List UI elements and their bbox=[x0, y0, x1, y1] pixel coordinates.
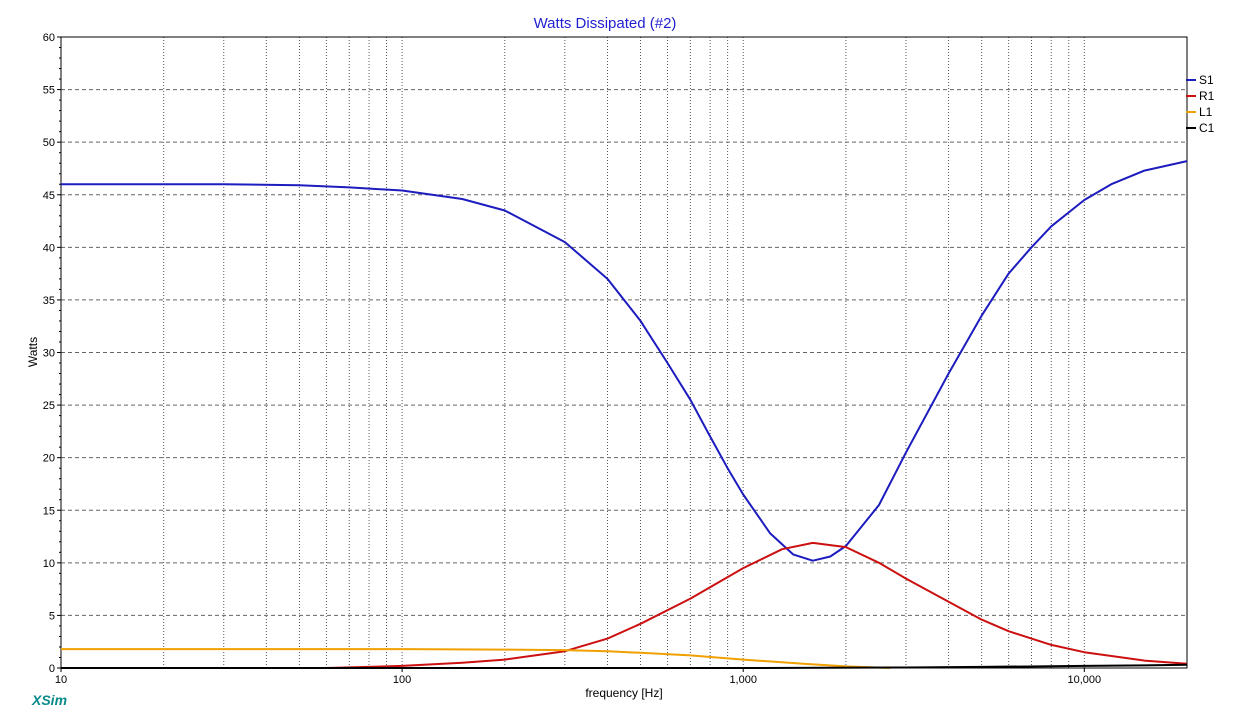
series-lines bbox=[61, 160, 1188, 669]
y-tick-label: 5 bbox=[49, 610, 55, 622]
series-line-r1 bbox=[326, 541, 1188, 669]
y-tick-label: 50 bbox=[43, 137, 55, 149]
y-tick-label: 55 bbox=[43, 85, 55, 97]
x-axis-label: frequency [Hz] bbox=[585, 686, 662, 700]
legend-label-l1: L1 bbox=[1199, 105, 1213, 119]
legend: S1 R1 L1 C1 bbox=[1186, 73, 1215, 135]
y-tick-label: 35 bbox=[43, 295, 55, 307]
chart-title: Watts Dissipated (#2) bbox=[534, 15, 677, 32]
y-tick-label: 40 bbox=[43, 242, 55, 254]
y-tick-label: 25 bbox=[43, 400, 55, 412]
series-line-l1 bbox=[61, 648, 891, 669]
y-tick-label: 15 bbox=[43, 505, 55, 517]
y-tick-label: 0 bbox=[49, 663, 55, 675]
legend-label-r1: R1 bbox=[1199, 89, 1215, 103]
xsim-logo: XSim bbox=[31, 692, 67, 708]
x-tick-label: 10,000 bbox=[1067, 674, 1101, 686]
y-tick-label: 60 bbox=[43, 32, 55, 44]
series-line-c1 bbox=[61, 663, 1188, 669]
grid bbox=[61, 37, 1187, 668]
x-tick-label: 100 bbox=[393, 674, 411, 686]
y-tick-label: 45 bbox=[43, 190, 55, 202]
y-tick-label: 10 bbox=[43, 558, 55, 570]
y-axis-label: Watts bbox=[26, 337, 40, 367]
x-tick-label: 1,000 bbox=[729, 674, 757, 686]
axis-ticks: 0 5 10 15 20 25 30 35 40 45 50 55 60 10 100 1,000 10,000 bbox=[43, 32, 1101, 686]
y-tick-label: 30 bbox=[43, 348, 55, 360]
x-tick-label: 10 bbox=[55, 674, 67, 686]
legend-label-c1: C1 bbox=[1199, 121, 1215, 135]
y-tick-label: 20 bbox=[43, 453, 55, 465]
legend-label-s1: S1 bbox=[1199, 73, 1214, 87]
series-line-s1 bbox=[61, 160, 1188, 562]
